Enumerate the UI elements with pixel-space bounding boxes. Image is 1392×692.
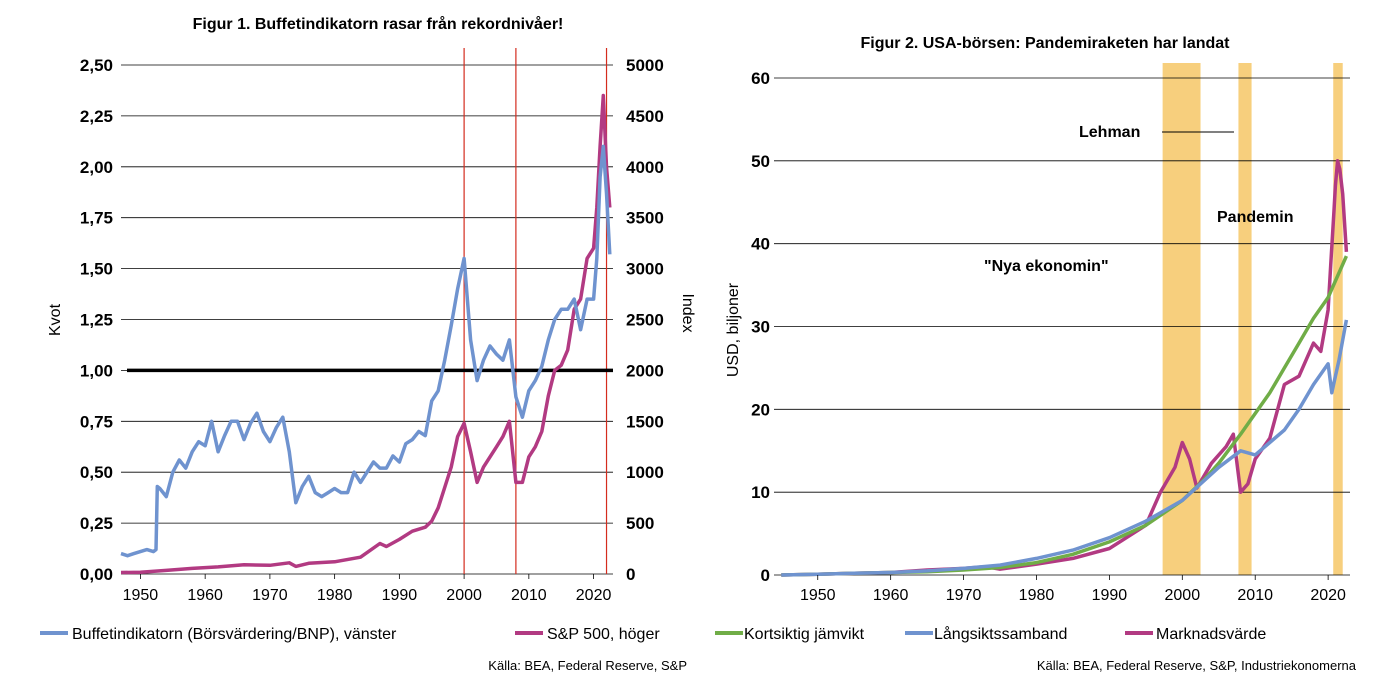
chart1-right-tick-label: 5000: [626, 56, 664, 75]
chart2-ticks: 0 10 20 30 40 50 60 1950 1960 1970 1980 1990 2000 201…: [751, 69, 1346, 604]
chart1-x-tick-label: 1990: [382, 587, 418, 604]
chart2-x-tick-label: 1960: [873, 587, 909, 604]
chart1-left-tick-label: 1,50: [80, 260, 113, 279]
chart2-series: [781, 159, 1349, 577]
chart1-left-axis-label: Kvot: [47, 303, 64, 336]
chart2-x-tick-label: 1950: [800, 587, 836, 604]
chart2-x-tick-label: 1980: [1019, 587, 1055, 604]
legend-label-lang: Långsiktssamband: [934, 625, 1067, 643]
chart1-right-tick-label: 3500: [626, 209, 664, 228]
chart2-x-tick-label: 2010: [1237, 587, 1273, 604]
chart2-x-tick-label: 1990: [1092, 587, 1128, 604]
legend-label-mark: Marknadsvärde: [1156, 626, 1266, 643]
chart1-left-tick-label: 1,75: [80, 209, 113, 228]
chart2-y-tick-label: 30: [751, 318, 770, 337]
chart2-shaded-periods: [1162, 63, 1343, 575]
chart1-right-tick-label: 2500: [626, 311, 664, 330]
chart1-x-tick-label: 2000: [446, 587, 482, 604]
legend-label-sp500: S&P 500, höger: [547, 626, 660, 643]
chart1-source: Källa: BEA, Federal Reserve, S&P: [488, 658, 687, 673]
chart1-left-tick-label: 0,00: [80, 565, 113, 584]
chart1-x-tick-label: 2020: [576, 587, 612, 604]
chart1-title: Figur 1. Buffetindikatorn rasar från rek…: [193, 15, 564, 33]
chart1-left-tick-label: 1,25: [80, 311, 113, 330]
chart1-left-tick-label: 1,00: [80, 361, 113, 380]
chart1-left-tick-label: 2,00: [80, 158, 113, 177]
chart1-gridlines: [121, 64, 613, 575]
chart1-series: [120, 93, 612, 575]
chart2-x-tick-label: 2000: [1165, 587, 1201, 604]
chart1-x-tick-label: 1980: [317, 587, 353, 604]
chart2-x-tick-label: 1970: [946, 587, 982, 604]
legend-label-buffett: Buffetindikatorn (Börsvärdering/BNP), vä…: [72, 626, 397, 643]
chart1-right-tick-label: 0: [626, 565, 635, 584]
chart2-y-tick-label: 50: [751, 152, 770, 171]
annotation-lehman: Lehman: [1079, 124, 1140, 141]
chart1-left-tick-label: 0,25: [80, 514, 113, 533]
chart1-right-tick-label: 3000: [626, 260, 664, 279]
chart1-right-tick-label: 1500: [626, 412, 664, 431]
series-langsikts-line: [781, 319, 1349, 577]
chart2-title: Figur 2. USA-börsen: Pandemiraketen har …: [861, 35, 1231, 52]
chart2-y-tick-label: 10: [751, 483, 770, 502]
chart1-left-tick-label: 0,50: [80, 463, 113, 482]
chart1-x-tick-label: 1950: [123, 587, 159, 604]
chart1-legend: Buffetindikatorn (Börsvärdering/BNP), vä…: [40, 626, 660, 643]
figure-1: Figur 1. Buffetindikatorn rasar från rek…: [40, 15, 696, 673]
chart2-y-tick-label: 20: [751, 400, 770, 419]
chart1-right-tick-label: 4500: [626, 107, 664, 126]
chart2-shaded-period: [1238, 63, 1252, 575]
legend-label-kort: Kortsiktig jämvikt: [744, 626, 865, 643]
chart2-y-tick-label: 0: [761, 566, 770, 585]
chart2-source: Källa: BEA, Federal Reserve, S&P, Indust…: [1037, 658, 1357, 673]
chart1-x-tick-label: 1960: [187, 587, 223, 604]
figure-2: Figur 2. USA-börsen: Pandemiraketen har …: [715, 35, 1357, 673]
chart1-left-tick-label: 0,75: [80, 412, 113, 431]
chart2-y-tick-label: 60: [751, 69, 770, 88]
chart1-left-tick-label: 2,50: [80, 56, 113, 75]
series-kortsiktig-line: [781, 255, 1349, 577]
chart1-right-tick-label: 2000: [626, 361, 664, 380]
chart1-right-tick-label: 1000: [626, 463, 664, 482]
chart2-x-tick-label: 2020: [1310, 587, 1346, 604]
chart1-x-tick-label: 1970: [252, 587, 288, 604]
chart2-gridlines: [774, 77, 1350, 576]
annotation-pandemin: Pandemin: [1217, 209, 1293, 226]
chart2-shaded-period: [1162, 63, 1201, 575]
chart2-y-axis-label: USD, biljoner: [725, 282, 742, 377]
chart1-left-tick-label: 2,25: [80, 107, 113, 126]
chart1-x-tick-label: 2010: [511, 587, 547, 604]
chart2-shaded-period: [1333, 63, 1343, 575]
chart2-y-tick-label: 40: [751, 235, 770, 254]
annotation-nya-ekonomin: "Nya ekonomin": [984, 258, 1109, 275]
chart1-markers: [127, 48, 613, 574]
chart1-right-tick-label: 500: [626, 514, 654, 533]
series-buffett-line: [120, 144, 612, 558]
chart1-right-axis-label: Index: [679, 293, 696, 332]
chart2-legend: Kortsiktig jämvikt Långsiktssamband Mark…: [715, 625, 1266, 643]
chart1-right-tick-label: 4000: [626, 158, 664, 177]
chart1-ticks: 0,00 0 0,25 500 0,50 1000 0,75 1500 1,00 2000 1,25…: [80, 56, 664, 604]
